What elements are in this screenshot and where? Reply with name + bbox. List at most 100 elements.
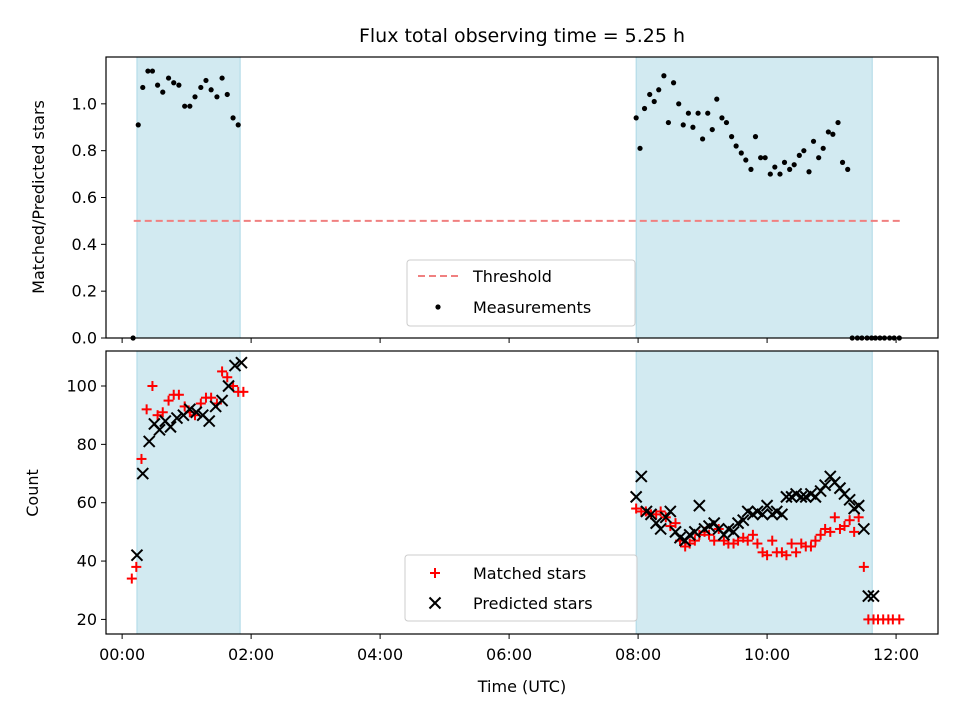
matched-star-point [631,503,642,514]
measurement-point [787,166,793,172]
predicted-legend-marker [428,596,442,610]
matched-star-point [126,573,137,584]
bottom-ytick-label: 20 [77,610,97,629]
predicted-star-point [760,499,774,512]
measurement-point [176,82,182,88]
measurement-point [820,145,826,151]
bottom-ytick-label: 40 [77,552,97,571]
measurement-point [224,91,230,98]
predicted-star-point [795,490,808,504]
matched-legend-marker [430,568,440,578]
count-series [126,356,905,625]
predicted-star-point [644,508,658,521]
measurement-point [781,159,788,165]
predicted-star-point [857,522,871,536]
top-y-ticks: 0.0 0.2 0.4 0.6 0.8 1.0 [72,94,106,348]
top-x-ticks [121,338,897,343]
bottom-xtick-label: 00:00 [99,645,145,664]
measurement-point [743,157,749,163]
measurement-point [665,119,672,126]
measurement-point [160,89,166,95]
top-ytick-label: 0.0 [72,329,97,348]
measurement-point [214,94,220,100]
predicted-star-point [130,549,144,562]
measurement-point [235,122,241,128]
measurement-point [198,84,204,91]
measurement-point [685,110,692,116]
predicted-star-point [727,525,740,539]
measurement-point [670,80,677,86]
matched-star-point [825,526,836,537]
bottom-x-ticks: 00:00 02:00 04:00 06:00 08:00 10:00 12:00 [99,634,919,664]
predicted-star-point [153,423,166,436]
matched-star-point [136,453,147,464]
measurement-point [709,126,715,133]
matched-star-point [815,529,826,540]
bottom-ytick-label: 60 [77,493,97,512]
measurement-point [714,96,720,102]
observing-interval-0 [136,56,241,339]
measurements-legend-label: Measurements [473,298,591,317]
chart-title: Flux total observing time = 5.25 h [359,25,685,47]
matched-star-point [810,535,821,546]
measurement-point [676,101,682,107]
measurement-point [723,119,730,126]
top-legend-box [406,259,636,327]
measurement-point [695,110,701,116]
predicted-star-point [629,490,643,504]
predicted-star-point [664,505,677,518]
measurement-point [651,98,657,105]
predicted-star-point [164,420,177,434]
measurement-point [729,134,735,140]
matched-star-point [217,366,228,377]
matched-star-point [147,381,158,392]
matched-star-point [762,550,773,561]
matched-star-point [670,518,681,529]
matched-star-point [894,614,905,625]
bottom-xtick-label: 02:00 [228,645,274,664]
top-ytick-label: 0.4 [72,235,97,254]
measurement-point [791,162,797,168]
top-legend: Threshold Measurements [406,259,636,327]
matched-star-point [805,541,816,552]
measurement-point [767,171,773,177]
bottom-ytick-label: 80 [77,435,97,454]
measurement-point [661,73,667,79]
measurement-point [690,124,696,130]
predicted-star-point [136,467,149,480]
predicted-star-point [170,411,184,425]
matched-star-point [829,512,840,523]
predicted-star-point [228,359,242,372]
measurement-point [230,115,236,121]
matched-star-point [152,410,163,421]
measurement-point [719,115,725,121]
predicted-star-point [737,514,750,527]
measurement-point [796,152,802,158]
measurement-point [208,87,214,93]
top-ylabel: Matched/Predicted stars [29,100,48,294]
measurement-point [656,87,662,93]
predicted-star-point [235,356,248,369]
measurement-point [733,143,739,149]
predicted-star-point [775,508,789,521]
bottom-plot-frame [105,350,939,635]
matched-star-point [844,515,855,526]
predicted-star-point [215,394,229,407]
predicted-star-point [843,493,856,507]
bottom-legend: Matched stars Predicted stars [404,554,638,622]
measurement-point [772,164,778,170]
predicted-star-point [818,478,832,492]
observing-intervals-top [136,56,873,339]
matched-star-point [849,526,860,537]
measurement-point [135,122,141,128]
measurement-point [777,171,783,177]
observing-intervals-bottom [136,350,873,635]
matched-legend-label: Matched stars [473,564,586,583]
predicted-star-point [635,470,648,483]
top-ytick-label: 0.2 [72,282,97,301]
top-ytick-label: 1.0 [72,94,97,113]
predicted-star-point [202,414,216,428]
matched-legend-swatch [430,568,440,578]
bottom-xtick-label: 06:00 [486,645,532,664]
